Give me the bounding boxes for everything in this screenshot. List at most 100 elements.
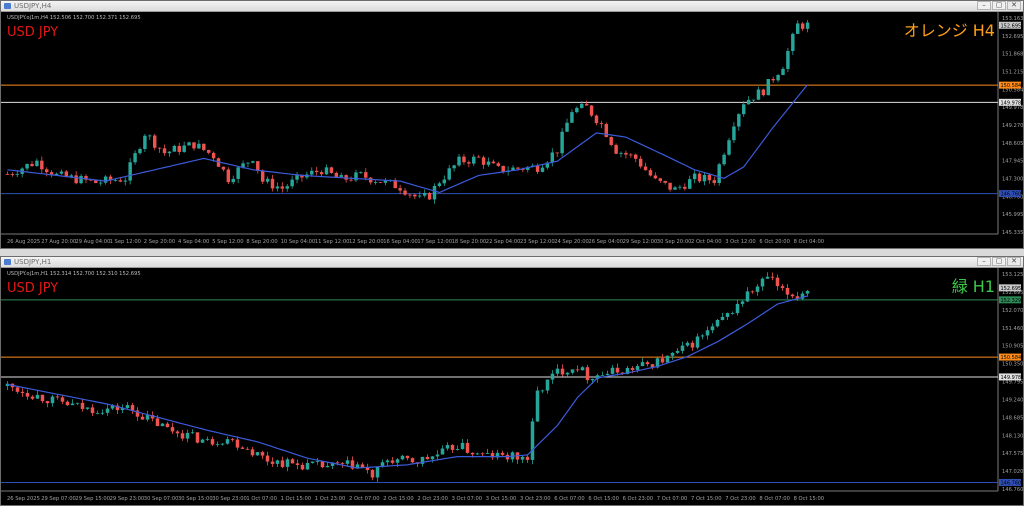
candle-body: [442, 179, 447, 184]
candle-body: [120, 407, 125, 411]
candle-body: [133, 153, 137, 163]
candle-body: [35, 394, 40, 399]
candle-body: [702, 174, 707, 182]
candle-body: [630, 367, 635, 370]
candle-body: [370, 470, 375, 478]
time-axis-label: 2 Oct 07:00: [349, 496, 380, 502]
time-axis-label: 3 Oct 07:00: [452, 496, 483, 502]
candle-body: [462, 156, 466, 163]
candle-body: [643, 166, 648, 171]
candle-body: [467, 162, 471, 164]
candle-body: [285, 459, 290, 467]
candle-body: [697, 173, 702, 182]
chart-info-line: USDJPY.oj1m,H1 152.314 152.700 152.310 1…: [7, 271, 141, 277]
candle-body: [717, 164, 721, 183]
h1-candlestick-chart[interactable]: 153.125 152.695 152.070 151.460 150.905 150.3…: [1, 268, 1023, 505]
time-axis-label: 2 Oct 23:00: [417, 496, 448, 502]
candle-body: [560, 368, 565, 375]
candle-body: [145, 415, 150, 420]
candle-body: [35, 160, 39, 167]
candle-body: [755, 286, 760, 292]
candle-body: [580, 103, 584, 108]
candle-body: [470, 452, 475, 455]
candle-body: [315, 461, 320, 462]
candle-body: [202, 143, 206, 150]
h1-chart-window[interactable]: USDJPY,H1 – ▢ ✕ 153.125 152.695 152.070 151…: [0, 256, 1024, 506]
timeframe-badge: 緑 H1: [952, 277, 995, 296]
time-axis-label: 17 Sep 12:00: [417, 239, 452, 245]
candle-body: [690, 342, 695, 348]
candle-body: [560, 131, 564, 154]
candle-body: [781, 68, 785, 76]
restore-icon[interactable]: ▢: [992, 1, 1006, 10]
candle-body: [455, 448, 460, 450]
candle-body: [712, 180, 717, 183]
time-axis-label: 30 Sep 23:00: [212, 496, 247, 502]
candle-body: [615, 367, 620, 373]
candle-body: [216, 158, 221, 167]
time-axis-label: 5 Sep 12:00: [212, 239, 243, 245]
candle-body: [55, 396, 60, 398]
close-icon[interactable]: ✕: [1007, 257, 1021, 266]
price-axis-label: 153.125: [1002, 272, 1023, 278]
candle-body: [10, 174, 15, 175]
candle-body: [368, 177, 373, 183]
candle-body: [89, 179, 93, 181]
time-axis-label: 3 Oct 12:00: [725, 239, 756, 245]
time-axis-label: 8 Oct 07:00: [759, 496, 790, 502]
price-axis-label: 147.300: [1002, 177, 1023, 183]
h4-chart-window[interactable]: USDJPY,H4 – ▢ ✕ 153.163 152.695 151.868 151…: [0, 0, 1024, 249]
time-axis-label: 3 Oct 15:00: [486, 496, 517, 502]
time-axis-label: 26 Sep 04:00: [588, 239, 623, 245]
candle-body: [148, 135, 152, 137]
candle-body: [187, 142, 191, 146]
candle-body: [540, 167, 545, 172]
candle-body: [655, 358, 660, 368]
candle-body: [250, 449, 255, 456]
candle-body: [595, 375, 600, 379]
candle-body: [205, 439, 210, 440]
candle-body: [776, 75, 780, 81]
candle-body: [395, 459, 400, 463]
candle-body: [256, 161, 260, 172]
h4-titlebar[interactable]: USDJPY,H4 – ▢ ✕: [1, 1, 1023, 12]
time-axis-label: 7 Oct 23:00: [725, 496, 756, 502]
h4-candlestick-chart[interactable]: 153.163152.695151.868151.215150.584149.9…: [1, 12, 1023, 248]
current-price-label: 152.695: [1001, 23, 1022, 29]
candle-body: [98, 182, 103, 184]
candle-body: [408, 194, 412, 196]
minimize-icon[interactable]: –: [977, 257, 991, 266]
candle-body: [157, 147, 162, 149]
price-axis-label: 148.605: [1002, 141, 1023, 147]
candle-body: [140, 416, 145, 420]
time-axis-label: 18 Sep 20:00: [452, 239, 487, 245]
price-axis-label: 151.215: [1002, 70, 1023, 76]
candle-body: [722, 154, 726, 165]
close-icon[interactable]: ✕: [1007, 1, 1021, 10]
candle-body: [373, 182, 378, 183]
time-axis-label: 6 Oct 20:00: [759, 239, 790, 245]
candle-body: [475, 453, 480, 455]
candle-body: [334, 172, 339, 177]
candle-body: [683, 186, 687, 189]
candle-body: [805, 22, 810, 29]
level-tag-blue: [999, 478, 1021, 486]
candle-body: [545, 379, 550, 391]
candle-body: [314, 170, 319, 173]
candle-body: [54, 173, 59, 175]
candle-body: [481, 157, 486, 165]
candle-body: [427, 192, 432, 200]
candle-body: [175, 431, 180, 434]
price-axis-label: 147.575: [1002, 451, 1023, 457]
level-tag-orange: [999, 81, 1021, 89]
candle-body: [49, 172, 54, 175]
candle-body: [177, 145, 181, 152]
level-tag-label-green: 152.329: [1001, 298, 1022, 304]
candle-body: [432, 185, 437, 200]
candle-body: [225, 439, 230, 444]
candle-body: [5, 174, 10, 175]
h1-titlebar[interactable]: USDJPY,H1 – ▢ ✕: [1, 257, 1023, 268]
minimize-icon[interactable]: –: [977, 1, 991, 10]
candle-body: [94, 180, 98, 184]
restore-icon[interactable]: ▢: [992, 257, 1006, 266]
